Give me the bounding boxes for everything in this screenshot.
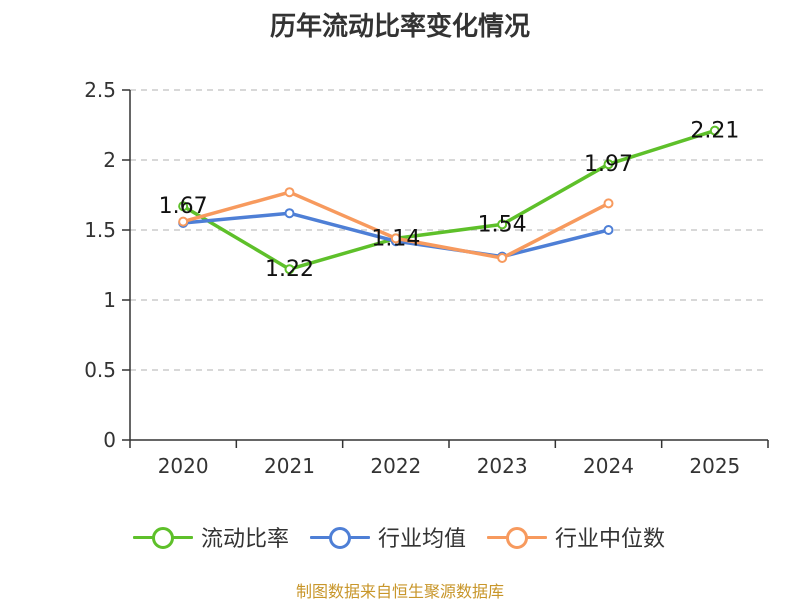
series [178,125,720,275]
legend-item-current-ratio[interactable]: 流动比率 [133,520,289,554]
legend-item-industry-average[interactable]: 行业均值 [310,520,466,554]
legend-label: 行业中位数 [555,527,666,552]
series-point-0 [497,219,508,230]
data-label: 2.21 [690,119,739,144]
series-point-1 [284,208,295,219]
data-label: 1.54 [478,212,527,237]
data-labels: 1.67 1.22 1.14 1.54 1.97 2.21 [159,119,740,283]
source-note: 制图数据来自恒生聚源数据库 [295,582,504,601]
series-line-0 [182,128,716,271]
series-point-1 [603,225,614,235]
x-tick-label: 2024 [583,454,634,478]
chart-title: 历年流动比率变化情况 [269,12,530,42]
legend-marker-icon [310,520,370,554]
y-tick-label: 0 [103,428,116,452]
legend-marker-icon [487,520,547,554]
data-label: 1.22 [265,257,314,282]
x-tick-label: 2022 [370,454,421,478]
axes: 0 0.5 1 1.5 2 2.5 2020 2021 2022 2023 2024 2025 [84,78,769,478]
legend-label: 行业均值 [378,527,467,552]
legend-item-industry-median[interactable]: 行业中位数 [487,520,665,554]
series-point-2 [178,216,189,227]
series-point-0 [709,125,720,136]
y-tick-label: 1.5 [84,218,116,242]
legend-marker-icon [133,520,193,554]
series-point-2 [497,253,508,263]
x-tick-label: 2025 [689,454,740,478]
series-point-2 [390,233,401,244]
series-point-0 [603,159,614,170]
x-tick-label: 2020 [158,454,209,478]
series-point-0 [284,264,295,275]
y-tick-label: 2 [103,148,116,172]
y-tick-label: 1 [103,288,116,312]
series-point-2 [284,187,295,198]
data-label: 1.97 [584,152,633,177]
x-tick-label: 2021 [264,454,315,478]
legend: 流动比率 行业均值 行业中位数 [0,520,800,554]
x-tick-label: 2023 [477,454,528,478]
data-label: 1.67 [159,194,208,219]
legend-label: 流动比率 [201,527,290,552]
y-tick-label: 2.5 [84,78,116,102]
series-point-2 [603,198,614,209]
series-point-0 [178,201,189,212]
y-tick-label: 0.5 [84,358,116,382]
data-label: 1.14 [371,226,420,251]
